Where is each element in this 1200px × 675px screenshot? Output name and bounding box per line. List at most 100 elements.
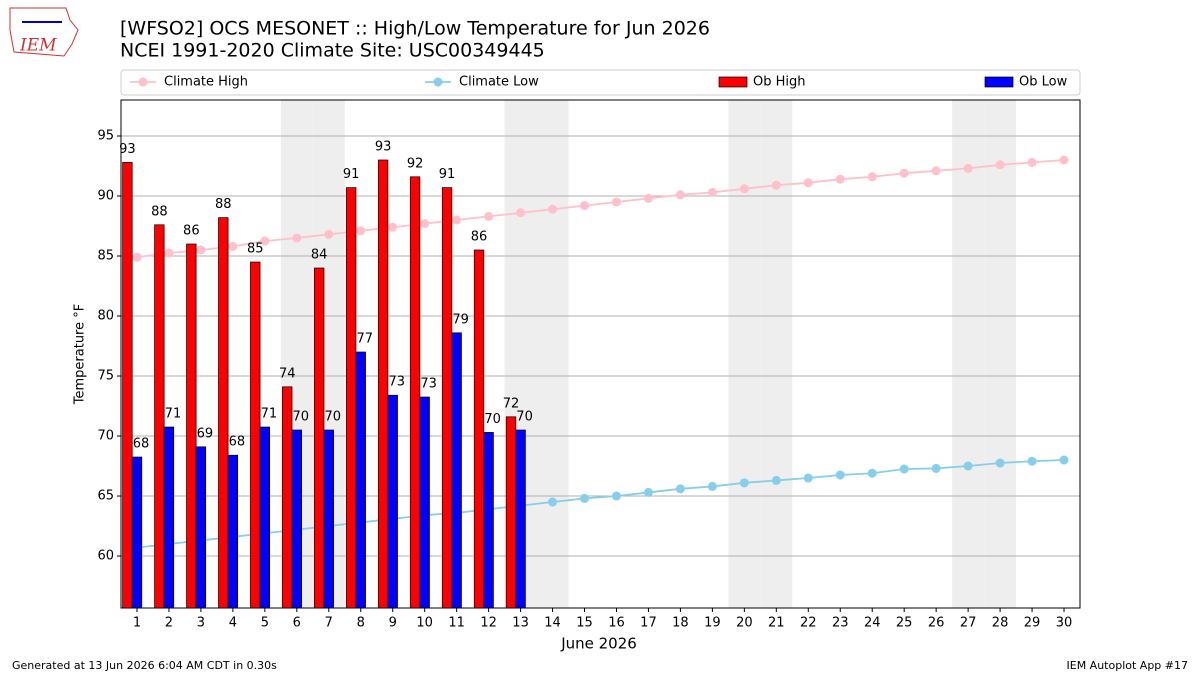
point	[707, 187, 717, 197]
weekend-band	[952, 100, 985, 608]
x-tick-label: 3	[197, 616, 205, 631]
point	[867, 468, 877, 478]
bar	[163, 426, 175, 609]
chart-title: [WFSO2] OCS MESONET :: High/Low Temperat…	[120, 18, 710, 40]
x-tick-label: 19	[704, 616, 721, 631]
legend-swatch	[984, 76, 1014, 88]
point	[931, 463, 941, 473]
x-tick-label: 14	[544, 616, 561, 631]
data-label: 70	[325, 410, 342, 425]
x-tick-label: 24	[864, 616, 881, 631]
legend-label: Climate Low	[459, 75, 539, 90]
logo-outline	[9, 7, 79, 57]
bar	[505, 416, 517, 609]
x-tick-label: 1	[133, 616, 141, 631]
point	[835, 174, 845, 184]
point	[643, 487, 653, 497]
data-label: 72	[503, 396, 520, 411]
point	[228, 241, 238, 251]
data-label: 86	[183, 224, 200, 239]
y-tick-label: 80	[97, 309, 114, 324]
bar	[483, 432, 494, 609]
x-tick-label: 16	[608, 616, 625, 631]
bar	[515, 429, 526, 609]
bar	[355, 351, 366, 609]
point	[835, 470, 845, 480]
bar	[451, 332, 462, 609]
bar	[323, 429, 334, 609]
bar	[131, 456, 143, 609]
footer-left: Generated at 13 Jun 2026 6:04 AM CDT in …	[12, 659, 277, 672]
x-tick-label: 9	[389, 616, 397, 631]
chart-subtitle: NCEI 1991-2020 Climate Site: USC00349445	[120, 40, 545, 62]
legend-swatch	[718, 76, 748, 88]
point	[420, 219, 430, 229]
bar	[259, 426, 270, 609]
data-label: 68	[229, 435, 246, 450]
x-tick-label: 15	[576, 616, 593, 631]
data-label: 84	[311, 248, 328, 263]
point	[324, 229, 334, 239]
x-tick-label: 30	[1056, 616, 1073, 631]
bar	[227, 454, 239, 609]
x-tick-label: 4	[229, 616, 237, 631]
bar	[441, 187, 453, 609]
y-tick-label: 95	[97, 129, 114, 144]
legend-marker	[433, 77, 443, 87]
logo-text: IEM	[19, 36, 57, 56]
data-label: 79	[452, 312, 469, 327]
point	[899, 168, 909, 178]
bar	[122, 162, 133, 609]
y-axis-label: Temperature °F	[73, 304, 88, 405]
bar	[409, 176, 421, 609]
weekend-band	[984, 100, 1017, 608]
y-tick-label: 70	[97, 429, 114, 444]
data-label: 71	[261, 407, 278, 422]
data-label: 91	[343, 167, 360, 182]
point	[707, 481, 717, 491]
point	[516, 208, 526, 218]
point	[963, 163, 973, 173]
x-tick-label: 27	[960, 616, 977, 631]
y-tick-label: 60	[97, 549, 114, 564]
bar	[154, 224, 165, 609]
x-tick-label: 10	[416, 616, 433, 631]
y-tick-label: 75	[97, 369, 114, 384]
point	[132, 252, 142, 262]
point	[963, 461, 973, 471]
point	[899, 464, 909, 474]
bar	[250, 261, 261, 609]
data-label: 69	[197, 426, 214, 441]
point	[548, 497, 558, 507]
point	[675, 484, 685, 494]
x-tick-label: 8	[357, 616, 365, 631]
bar	[282, 386, 293, 609]
point	[548, 204, 558, 214]
data-label: 74	[279, 366, 296, 381]
x-tick-label: 2	[165, 616, 173, 631]
data-label: 85	[247, 242, 264, 257]
point	[995, 160, 1005, 170]
bar	[377, 159, 389, 609]
bar	[419, 396, 430, 609]
point	[611, 491, 621, 501]
x-tick-label: 26	[928, 616, 945, 631]
data-label: 73	[388, 375, 405, 390]
x-tick-label: 11	[448, 616, 465, 631]
point	[1027, 456, 1037, 466]
point	[1059, 455, 1069, 465]
plot-frame	[120, 99, 1081, 609]
x-tick-label: 25	[896, 616, 913, 631]
data-label: 68	[133, 437, 150, 452]
point	[580, 201, 590, 211]
x-tick-label: 5	[261, 616, 269, 631]
point	[739, 478, 749, 488]
legend-marker	[138, 77, 148, 87]
data-label: 93	[119, 142, 136, 157]
point	[164, 248, 174, 258]
x-tick-label: 22	[800, 616, 817, 631]
bar	[387, 394, 398, 609]
x-tick-label: 7	[325, 616, 333, 631]
x-tick-label: 13	[512, 616, 529, 631]
